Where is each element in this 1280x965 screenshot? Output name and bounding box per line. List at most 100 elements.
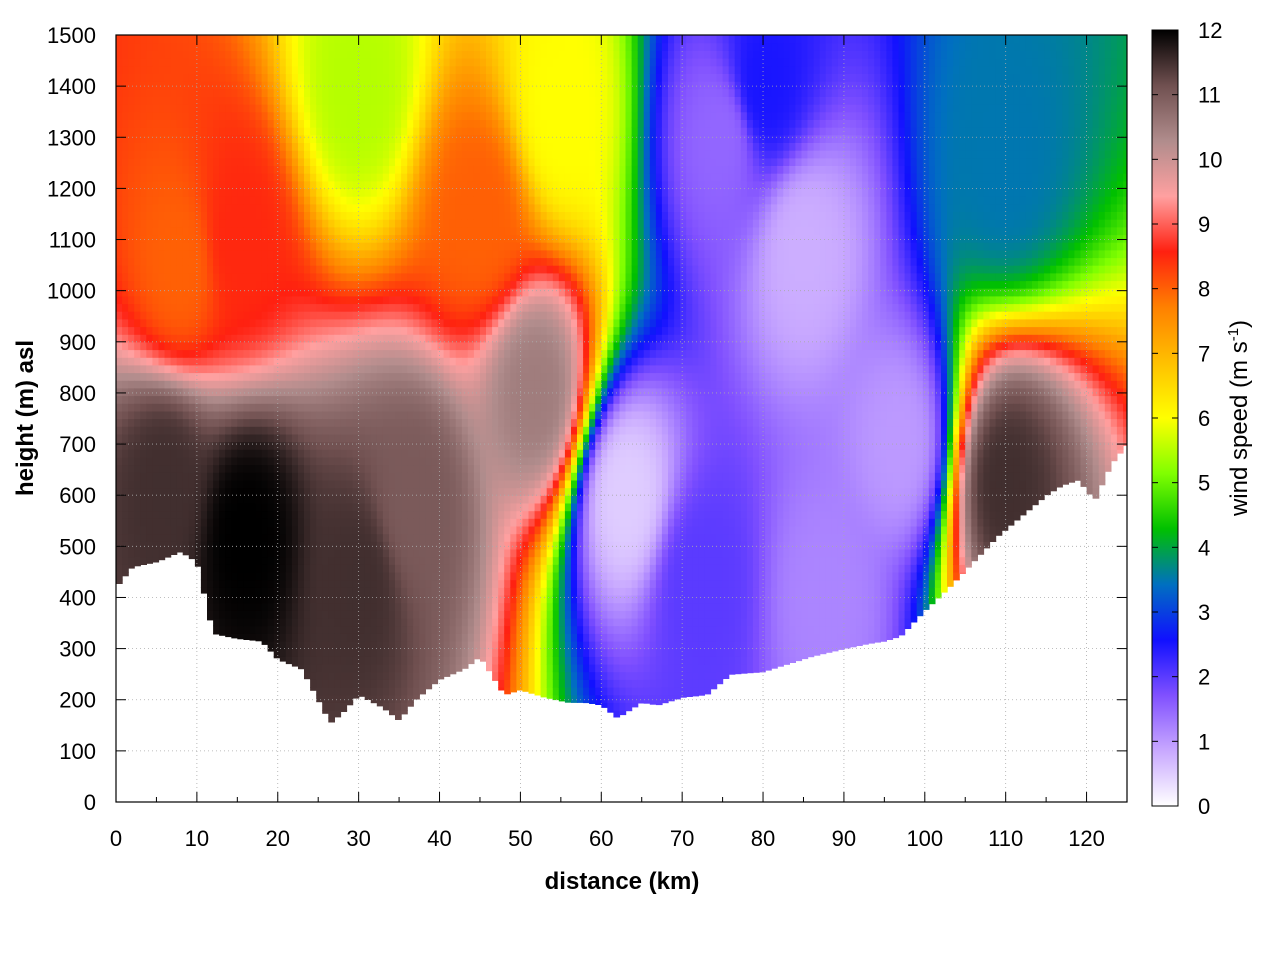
- field-cell: [389, 465, 396, 473]
- field-cell: [159, 396, 166, 404]
- field-cell: [183, 380, 190, 388]
- field-cell: [310, 518, 317, 526]
- field-cell: [486, 449, 493, 457]
- field-cell: [116, 526, 123, 534]
- field-cell: [347, 204, 354, 212]
- field-cell: [468, 396, 475, 404]
- field-cell: [250, 442, 257, 450]
- field-cell: [213, 610, 220, 618]
- field-cell: [243, 234, 250, 242]
- field-cell: [213, 357, 220, 365]
- field-cell: [456, 649, 463, 657]
- field-cell: [425, 204, 432, 212]
- field-cell: [250, 58, 257, 66]
- field-cell: [468, 434, 475, 442]
- field-cell: [140, 319, 147, 327]
- field-cell: [310, 595, 317, 603]
- field-cell: [268, 503, 275, 511]
- field-cell: [256, 204, 263, 212]
- field-cell: [292, 334, 299, 342]
- field-cell: [274, 219, 281, 227]
- field-cell: [486, 426, 493, 434]
- field-cell: [207, 610, 214, 618]
- field-cell: [468, 541, 475, 549]
- field-cell: [274, 211, 281, 219]
- field-cell: [298, 342, 305, 350]
- field-cell: [225, 158, 232, 166]
- field-cell: [225, 403, 232, 411]
- field-cell: [237, 43, 244, 51]
- field-cell: [159, 242, 166, 250]
- field-cell: [444, 618, 451, 626]
- field-cell: [438, 50, 445, 58]
- field-cell: [243, 188, 250, 196]
- field-cell: [140, 257, 147, 265]
- field-cell: [425, 610, 432, 618]
- field-cell: [152, 142, 159, 150]
- field-cell: [328, 96, 335, 104]
- field-cell: [207, 511, 214, 519]
- field-cell: [316, 480, 323, 488]
- field-cell: [262, 342, 269, 350]
- field-cell: [438, 234, 445, 242]
- field-cell: [431, 603, 438, 611]
- field-cell: [195, 334, 202, 342]
- field-cell: [365, 188, 372, 196]
- field-cell: [256, 587, 263, 595]
- field-cell: [243, 104, 250, 112]
- field-cell: [322, 242, 329, 250]
- field-cell: [395, 296, 402, 304]
- field-cell: [213, 365, 220, 373]
- field-cell: [134, 219, 141, 227]
- field-cell: [219, 135, 226, 143]
- field-cell: [395, 649, 402, 657]
- field-cell: [322, 288, 329, 296]
- field-cell: [347, 618, 354, 626]
- field-cell: [456, 495, 463, 503]
- field-cell: [340, 572, 347, 580]
- field-cell: [419, 280, 426, 288]
- field-cell: [377, 702, 384, 706]
- field-cell: [268, 564, 275, 572]
- field-cell: [322, 357, 329, 365]
- field-cell: [450, 495, 457, 503]
- field-cell: [177, 211, 184, 219]
- field-cell: [219, 572, 226, 580]
- field-cell: [177, 234, 184, 242]
- field-cell: [480, 127, 487, 135]
- field-cell: [116, 188, 123, 196]
- field-cell: [165, 334, 172, 342]
- field-cell: [274, 534, 281, 542]
- field-cell: [401, 66, 408, 74]
- field-cell: [468, 296, 475, 304]
- field-cell: [371, 303, 378, 311]
- field-cell: [468, 656, 475, 664]
- field-cell: [407, 472, 414, 480]
- field-cell: [159, 204, 166, 212]
- field-cell: [152, 373, 159, 381]
- field-cell: [304, 511, 311, 519]
- field-cell: [316, 603, 323, 611]
- field-cell: [438, 142, 445, 150]
- field-cell: [146, 465, 153, 473]
- field-cell: [189, 89, 196, 97]
- field-cell: [395, 89, 402, 97]
- field-cell: [389, 119, 396, 127]
- field-cell: [237, 388, 244, 396]
- field-cell: [171, 173, 178, 181]
- field-cell: [250, 411, 257, 419]
- field-cell: [262, 181, 269, 189]
- field-cell: [292, 173, 299, 181]
- field-cell: [438, 257, 445, 265]
- field-cell: [292, 641, 299, 649]
- field-cell: [286, 357, 293, 365]
- field-cell: [456, 296, 463, 304]
- field-cell: [395, 211, 402, 219]
- field-cell: [189, 173, 196, 181]
- field-cell: [347, 327, 354, 335]
- field-cell: [444, 119, 451, 127]
- field-cell: [152, 173, 159, 181]
- field-cell: [298, 119, 305, 127]
- field-cell: [225, 419, 232, 427]
- field-cell: [237, 188, 244, 196]
